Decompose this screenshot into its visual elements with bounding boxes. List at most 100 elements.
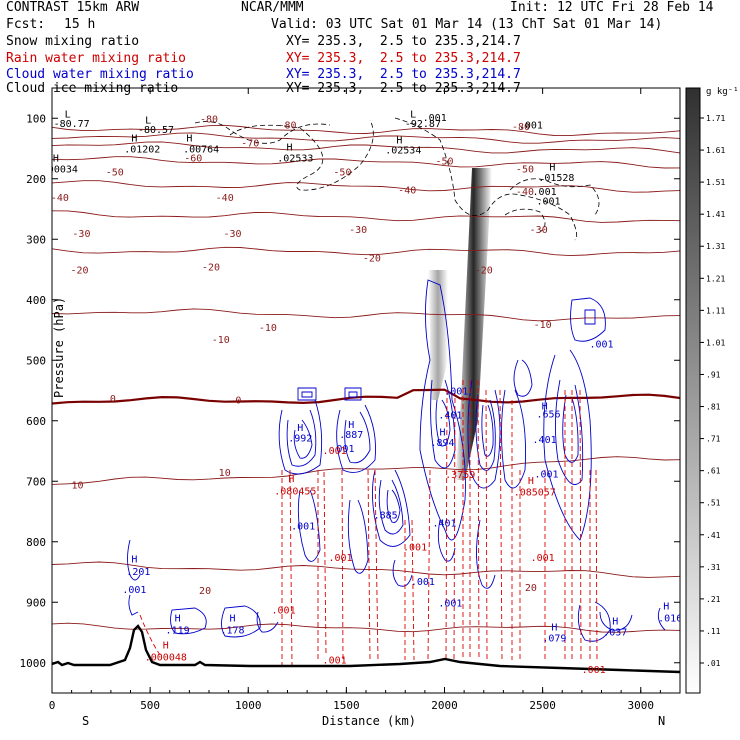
colorbar-tick-label: 1.31: [706, 242, 725, 251]
ice-extremum-label: .01202: [124, 145, 160, 156]
cloud-water-label: .016: [658, 613, 682, 624]
isotherm-line: [52, 156, 680, 169]
ice-extremum-label: .00764: [183, 145, 219, 156]
cloud-water-label: .079: [542, 633, 566, 644]
cloud-water-label: .001: [411, 577, 435, 588]
y-tick-label: 600: [26, 415, 46, 428]
colorbar-tick-label: 1.21: [706, 274, 725, 283]
cloud-water-label: .001: [535, 469, 559, 480]
cloud-water-label: H: [440, 428, 446, 439]
cloud-water-label: H: [551, 622, 557, 633]
cloud-water-label: .894: [430, 438, 454, 449]
rain-water-label: H: [288, 474, 294, 485]
cloud-water-label: .401: [438, 411, 462, 422]
isotherm-line: [52, 622, 680, 633]
field-snow-label: Snow mixing ratio: [6, 34, 140, 49]
isotherm-label: 10: [219, 468, 231, 479]
cloud-water-label: .001: [330, 444, 354, 455]
cloud-water-label: H: [297, 423, 303, 434]
x-tick-label: 2500: [529, 699, 556, 712]
cloud-water-label: .992: [288, 434, 312, 445]
isotherm-label: -20: [363, 253, 381, 264]
ice-extremum-label: .02534: [385, 146, 421, 157]
colorbar-tick-label: 1.41: [706, 210, 725, 219]
ice-extremum-label: .001: [423, 113, 447, 124]
field-cloudwater-xy: XY= 235.3, 2.5 to 235.3,214.7: [286, 67, 521, 82]
isotherm-label: -20: [202, 262, 220, 273]
rain-water-label: .001: [582, 665, 606, 676]
x-tick-label: 1500: [333, 699, 360, 712]
colorbar-tick-label: .01: [706, 659, 721, 668]
center-label: NCAR/MMM: [241, 0, 304, 15]
isotherm-line: [52, 308, 680, 322]
colorbar-tick-label: .51: [706, 499, 721, 508]
rain-water-label: .001: [328, 553, 352, 564]
ice-extremum-label: .001: [536, 197, 560, 208]
colorbar-tick-label: 1.61: [706, 146, 725, 155]
isotherm-line: [52, 124, 680, 137]
cloud-water-label: H: [131, 555, 137, 566]
cloud-water-label: .037: [603, 627, 627, 638]
isotherm-label: -40: [216, 193, 234, 204]
field-rain-xy: XY= 235.3, 2.5 to 235.3,214.7: [286, 51, 521, 66]
isotherm-label: -50: [106, 167, 124, 178]
field-rain-label: Rain water mixing ratio: [6, 51, 187, 66]
isotherm-label: -20: [70, 266, 88, 277]
isotherm-label: -80: [278, 120, 296, 131]
ice-extremum-label: H: [53, 154, 59, 165]
colorbar-tick-label: .71: [706, 435, 721, 444]
isotherm-label: -20: [475, 266, 493, 277]
init-time: Init: 12 UTC Fri 28 Feb 14: [510, 0, 714, 15]
ice-extremum-label: -80.77: [54, 119, 90, 130]
colorbar-tick-label: 1.71: [706, 114, 725, 123]
isotherm-label: -10: [212, 335, 230, 346]
isotherm-label: 10: [71, 480, 83, 491]
ice-extremum-label: .001: [519, 120, 543, 131]
ice-extremum-label: -92.87: [405, 119, 441, 130]
rain-water-label: H: [528, 476, 534, 487]
cloud-water-label: H: [663, 601, 669, 612]
y-tick-label: 900: [26, 596, 46, 609]
isotherm-label: -80: [512, 122, 530, 133]
rain-water-label: .001: [272, 606, 296, 617]
colorbar-unit: g kg⁻¹: [706, 87, 739, 97]
isotherm-line: [52, 246, 680, 257]
ice-extremum-label: -80.57: [138, 125, 174, 136]
isotherm-label: -10: [534, 320, 552, 331]
cloud-water-label: .887: [339, 430, 363, 441]
isotherm-line: [52, 210, 680, 223]
colorbar-tick-label: .31: [706, 563, 721, 572]
cloud-water-label: .401: [432, 518, 456, 529]
isotherm-label: -30: [530, 225, 548, 236]
x-tick-label: 500: [140, 699, 160, 712]
rain-water-label: .001: [323, 656, 347, 667]
cloud-water-label: .001: [122, 585, 146, 596]
ice-extremum-label: L: [145, 115, 151, 126]
x-axis-label: Distance (km): [322, 714, 416, 728]
y-tick-label: 400: [26, 294, 46, 307]
y-tick-label: 700: [26, 475, 46, 488]
isotherm-label: -40: [51, 193, 69, 204]
isotherm-label: -30: [72, 229, 90, 240]
ice-extremum-label: .001: [533, 187, 557, 198]
ice-extremum-label: L: [65, 109, 71, 120]
rain-water-label: .001: [403, 543, 427, 554]
isotherm-label: -40: [516, 187, 534, 198]
colorbar: [685, 87, 701, 694]
x-tick-label: 1000: [235, 699, 262, 712]
temperature-contours: [52, 124, 680, 633]
forecast-label: Fcst:: [6, 17, 46, 32]
colorbar-tick-label: 1.11: [706, 306, 725, 315]
isotherm-label: -30: [349, 225, 367, 236]
cloud-water-label: H: [175, 613, 181, 624]
rain-water-label: .001: [531, 553, 555, 564]
cloud-water-label: .401: [533, 435, 557, 446]
y-tick-label: 100: [26, 112, 46, 125]
isotherm-label: -40: [398, 186, 416, 197]
cloud-water-label: H: [348, 420, 354, 431]
ice-extremum-label: H: [549, 163, 555, 174]
colorbar-tick-label: .61: [706, 467, 721, 476]
ice-extremum-label: .02533: [277, 154, 313, 165]
rain-water-label: .3759: [445, 470, 475, 481]
